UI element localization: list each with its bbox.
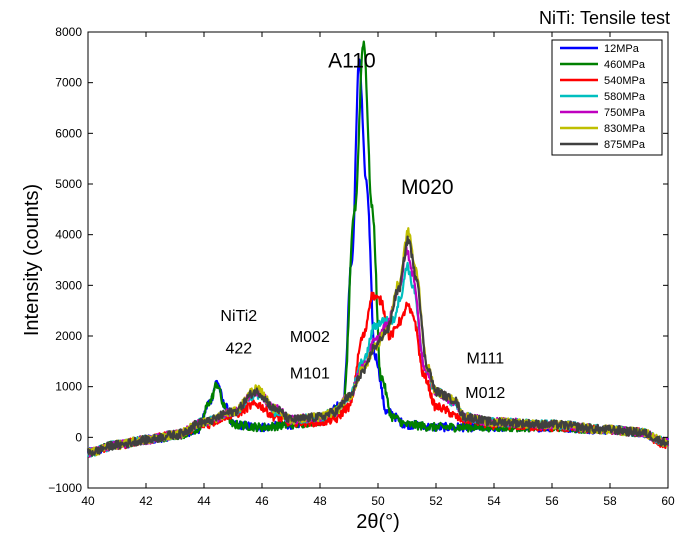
y-axis-title: Intensity (counts) (21, 184, 43, 336)
y-tick-label: −1000 (48, 481, 82, 495)
y-tick-label: 6000 (55, 126, 82, 140)
x-tick-label: 60 (661, 494, 675, 508)
y-tick-label: 0 (75, 430, 82, 444)
y-tick-label: 3000 (55, 278, 82, 292)
y-tick-label: 2000 (55, 329, 82, 343)
y-tick-label: 5000 (55, 177, 82, 191)
legend-box (551, 39, 663, 156)
legend-label: 580MPa (604, 91, 646, 103)
x-axis-title: 2θ(°) (356, 511, 400, 533)
ticks-layer: 40 42 44 46 48 50 52 54 56 58 60 −1000 0 1000 2000 3000… (48, 25, 675, 508)
x-tick-label: 54 (487, 494, 501, 508)
x-tick-label: 56 (545, 494, 559, 508)
x-tick-label: 44 (197, 494, 211, 508)
legend-label: 750MPa (604, 107, 646, 119)
x-tick-label: 42 (139, 494, 153, 508)
y-tick-label: 1000 (55, 380, 82, 394)
legend-label: 830MPa (604, 123, 646, 135)
x-tick-label: 46 (255, 494, 269, 508)
legend-label: 12MPa (604, 43, 640, 55)
legend-label: 875MPa (604, 139, 646, 151)
peak-annotation: M012 (465, 385, 505, 402)
legend: 12MPa 460MPa 540MPa 580MPa 750MPa 830MPa 875MP… (551, 39, 663, 156)
y-tick-label: 7000 (55, 76, 82, 90)
x-tick-label: 40 (81, 494, 95, 508)
x-tick-label: 52 (429, 494, 443, 508)
legend-label: 540MPa (604, 75, 646, 87)
x-tick-label: 48 (313, 494, 327, 508)
peak-annotation: M111 (466, 350, 504, 367)
annotation-layer: A110 M020 NiTi2 422 M002 M101 M111 M012 (220, 49, 505, 401)
series-line-875mpa (86, 235, 670, 457)
x-tick-label: 50 (371, 494, 385, 508)
peak-annotation: 422 (225, 341, 252, 358)
peak-annotation: NiTi2 (220, 308, 257, 325)
peak-annotation: M101 (290, 366, 330, 383)
legend-label: 460MPa (604, 59, 646, 71)
y-tick-label: 8000 (55, 25, 82, 39)
y-tick-label: 4000 (55, 228, 82, 242)
peak-annotation: M002 (290, 329, 330, 346)
peak-annotation: M020 (401, 176, 454, 199)
series-layer (86, 40, 670, 458)
x-tick-label: 58 (603, 494, 617, 508)
chart-title: NiTi: Tensile test (539, 8, 670, 28)
peak-annotation: A110 (328, 49, 376, 72)
